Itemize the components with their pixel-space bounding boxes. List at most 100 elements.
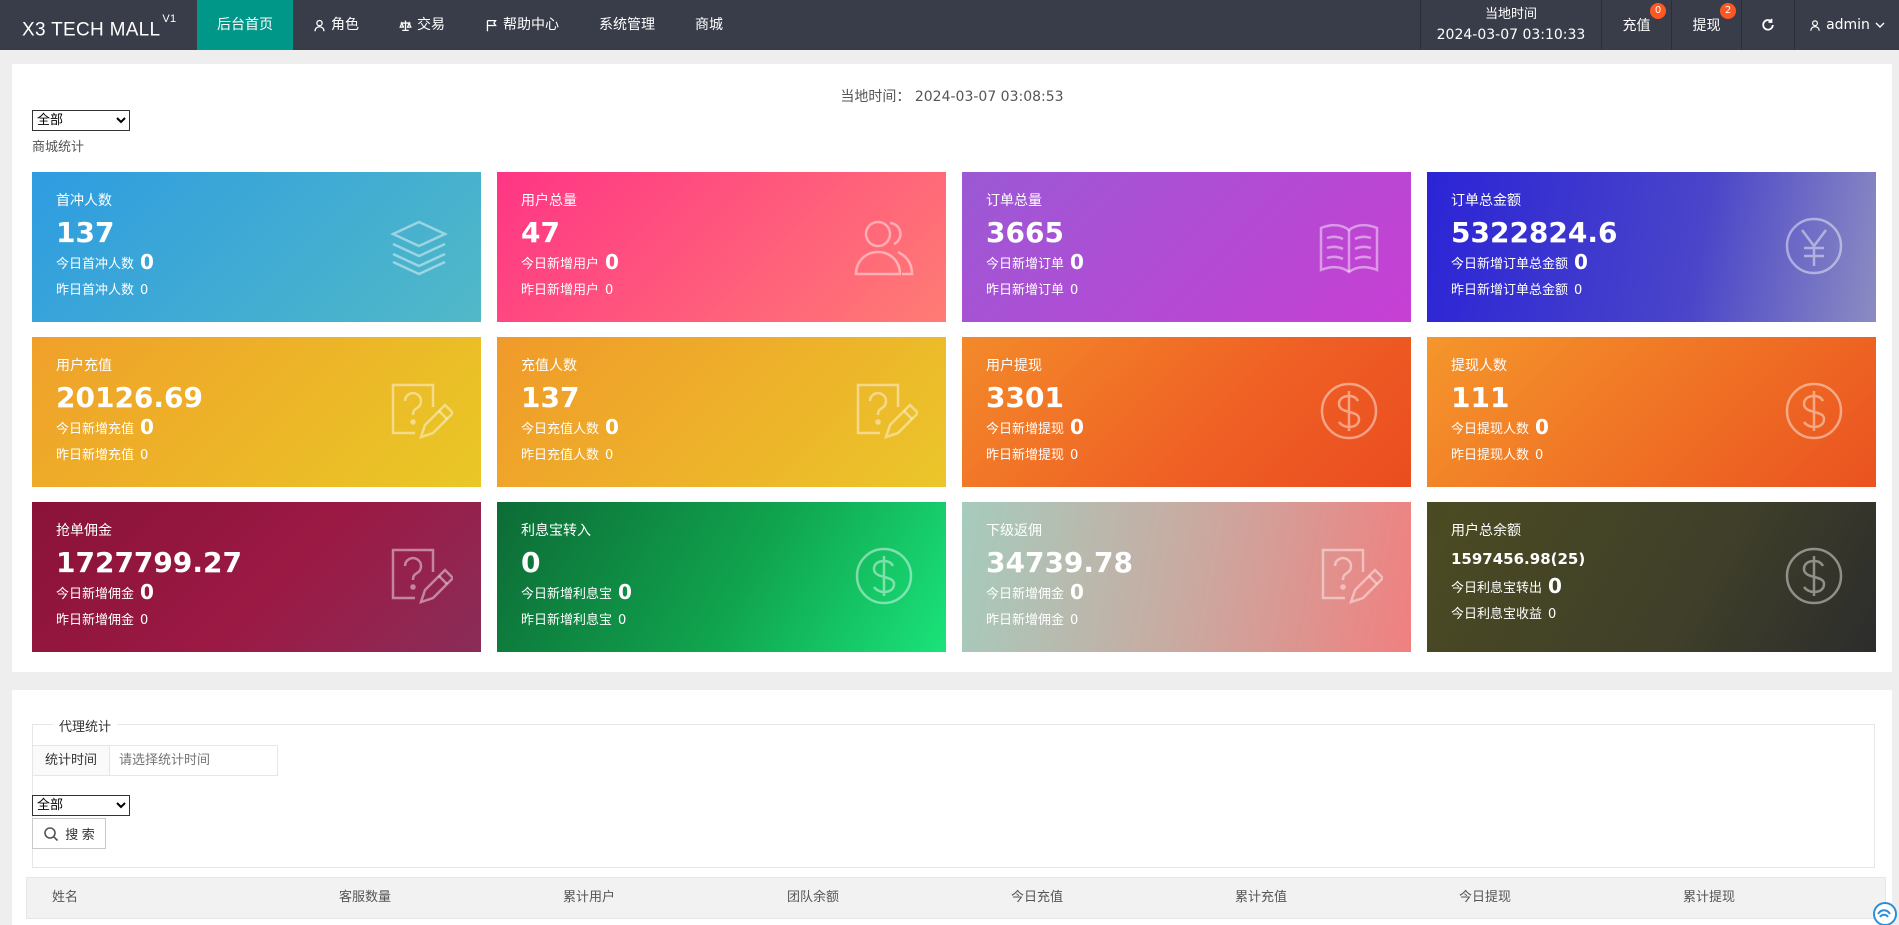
nav-mall[interactable]: 商城: [675, 0, 743, 50]
nav-trade[interactable]: 交易: [379, 0, 465, 50]
stat-card-today-value: 0: [140, 415, 154, 439]
stat-card[interactable]: 抢单佣金 1727799.27 今日新增佣金 0 昨日新增佣金 0: [32, 502, 481, 652]
stat-card-yesterday: 昨日充值人数 0: [521, 446, 922, 466]
col-cs-count[interactable]: 客服数量: [339, 890, 392, 905]
question-edit-icon: [1321, 548, 1383, 604]
charge-button[interactable]: 充值 0: [1601, 0, 1671, 50]
stat-card-yesterday-value: 0: [605, 283, 614, 298]
stat-card-today: 今日新增订单总金额 0: [1451, 250, 1852, 277]
question-edit-icon: [856, 383, 918, 439]
scale-icon: [399, 20, 412, 31]
agent-filter-fieldset: 代理统计: [32, 716, 1875, 868]
col-name[interactable]: 姓名: [52, 890, 79, 905]
stat-card-value: 1727799.27: [56, 546, 242, 579]
stat-card[interactable]: 提现人数 111 今日提现人数 0 昨日提现人数 0: [1427, 337, 1876, 487]
stat-card-yesterday-label: 昨日首冲人数: [56, 283, 135, 298]
col-total-withdraw[interactable]: 累计提现: [1683, 890, 1736, 905]
stat-card-value: 3665: [986, 216, 1064, 249]
stat-card-yesterday: 昨日提现人数 0: [1451, 446, 1852, 466]
book-icon: [1319, 224, 1379, 274]
stat-card[interactable]: 首冲人数 137 今日首冲人数 0 昨日首冲人数 0: [32, 172, 481, 322]
stat-card-today-label: 今日充值人数: [521, 422, 600, 437]
stat-card-today-label: 今日利息宝转出: [1451, 581, 1543, 596]
stat-card[interactable]: 订单总金额 5322824.6 今日新增订单总金额 0 昨日新增订单总金额 0: [1427, 172, 1876, 322]
stat-card-today-value: 0: [1070, 580, 1084, 604]
col-team-balance[interactable]: 团队余额: [787, 890, 840, 905]
stat-card[interactable]: 用户总余额 1597456.98(25) 今日利息宝转出 0 今日利息宝收益 0: [1427, 502, 1876, 652]
stats-card-grid: 首冲人数 137 今日首冲人数 0 昨日首冲人数 0 用户总量 47 今日新增用户 0 昨日新增用户…: [32, 172, 1876, 652]
stat-card-title: 下级返佣: [986, 523, 1042, 539]
stat-card-title: 充值人数: [521, 358, 577, 374]
stat-card[interactable]: 用户充值 20126.69 今日新增充值 0 昨日新增充值 0: [32, 337, 481, 487]
stat-card-today-value: 0: [1574, 250, 1588, 274]
user-menu[interactable]: admin: [1794, 0, 1899, 50]
stat-card-title: 用户充值: [56, 358, 112, 374]
agent-stats-panel: 代理统计 统计时间 全部 搜 索 姓名 客服数量 累计用户 团队余额 今日充值 …: [12, 690, 1892, 925]
nav-system[interactable]: 系统管理: [579, 0, 675, 50]
stat-card-title: 提现人数: [1451, 358, 1507, 374]
nav-home-label: 后台首页: [217, 17, 273, 33]
stat-card-today-label: 今日新增订单: [986, 257, 1065, 272]
user-name: admin: [1826, 17, 1870, 33]
support-float-icon[interactable]: [1869, 900, 1899, 925]
stat-card-yesterday: 今日利息宝收益 0: [1451, 605, 1852, 625]
nav-trade-label: 交易: [417, 17, 445, 33]
stat-card-value: 111: [1451, 381, 1510, 414]
stat-card-yesterday-value: 0: [605, 448, 614, 463]
stat-card-yesterday: 昨日新增利息宝 0: [521, 611, 922, 631]
stat-card[interactable]: 订单总量 3665 今日新增订单 0 昨日新增订单 0: [962, 172, 1411, 322]
stat-card-yesterday: 昨日首冲人数 0: [56, 281, 457, 301]
withdraw-badge: 2: [1720, 3, 1736, 19]
stat-card-today-value: 0: [140, 250, 154, 274]
nav-role[interactable]: 角色: [293, 0, 379, 50]
stat-card[interactable]: 利息宝转入 0 今日新增利息宝 0 昨日新增利息宝 0: [497, 502, 946, 652]
dollar-icon: [855, 547, 913, 605]
user-icon: [314, 19, 325, 31]
col-total-users[interactable]: 累计用户: [563, 890, 616, 905]
stat-card[interactable]: 充值人数 137 今日充值人数 0 昨日充值人数 0: [497, 337, 946, 487]
stat-card-yesterday-label: 昨日新增利息宝: [521, 613, 613, 628]
stat-card-today-label: 今日新增利息宝: [521, 587, 613, 602]
stat-card-yesterday-label: 昨日提现人数: [1451, 448, 1530, 463]
stat-card-today: 今日利息宝转出 0: [1451, 574, 1852, 601]
agent-table-header: 姓名 客服数量 累计用户 团队余额 今日充值 累计充值 今日提现 累计提现: [26, 877, 1886, 919]
layers-icon: [390, 220, 448, 276]
stat-card-yesterday-value: 0: [140, 448, 149, 463]
stat-card-yesterday: 昨日新增充值 0: [56, 446, 457, 466]
stat-card-yesterday-value: 0: [1070, 613, 1079, 628]
stats-scope-select[interactable]: 全部: [32, 110, 130, 131]
stat-card-yesterday: 昨日新增提现 0: [986, 446, 1387, 466]
stat-card[interactable]: 用户提现 3301 今日新增提现 0 昨日新增提现 0: [962, 337, 1411, 487]
agent-scope-select[interactable]: 全部: [32, 795, 130, 816]
stat-card[interactable]: 用户总量 47 今日新增用户 0 昨日新增用户 0: [497, 172, 946, 322]
app-logo[interactable]: X3 TECH MALLV1: [22, 13, 177, 41]
col-today-withdraw[interactable]: 今日提现: [1459, 890, 1512, 905]
col-total-recharge[interactable]: 累计充值: [1235, 890, 1288, 905]
stat-card-today-label: 今日提现人数: [1451, 422, 1530, 437]
stat-card-yesterday-value: 0: [618, 613, 627, 628]
stat-card-today: 今日新增提现 0: [986, 415, 1387, 442]
stat-card-today: 今日新增用户 0: [521, 250, 922, 277]
stat-time-input[interactable]: [110, 746, 277, 775]
stat-card-yesterday-value: 0: [1574, 283, 1583, 298]
nav-mall-label: 商城: [695, 17, 723, 33]
stat-card[interactable]: 下级返佣 34739.78 今日新增佣金 0 昨日新增佣金 0: [962, 502, 1411, 652]
stat-card-today-value: 0: [618, 580, 632, 604]
stat-card-today-value: 0: [140, 580, 154, 604]
search-button[interactable]: 搜 索: [32, 818, 106, 849]
stat-card-today: 今日充值人数 0: [521, 415, 922, 442]
stat-card-title: 首冲人数: [56, 193, 112, 209]
stat-card-title: 用户提现: [986, 358, 1042, 374]
flag-icon: [486, 19, 497, 31]
withdraw-label: 提现: [1692, 18, 1721, 34]
nav-home[interactable]: 后台首页: [197, 0, 293, 50]
stat-card-yesterday-value: 0: [1535, 448, 1544, 463]
nav-help[interactable]: 帮助中心: [465, 0, 579, 50]
charge-label: 充值: [1622, 18, 1651, 34]
refresh-button[interactable]: [1741, 0, 1794, 50]
stat-card-value: 5322824.6: [1451, 216, 1618, 249]
stat-card-value: 34739.78: [986, 546, 1134, 579]
stat-card-yesterday-value: 0: [140, 613, 149, 628]
withdraw-button[interactable]: 提现 2: [1671, 0, 1741, 50]
col-today-recharge[interactable]: 今日充值: [1011, 890, 1064, 905]
